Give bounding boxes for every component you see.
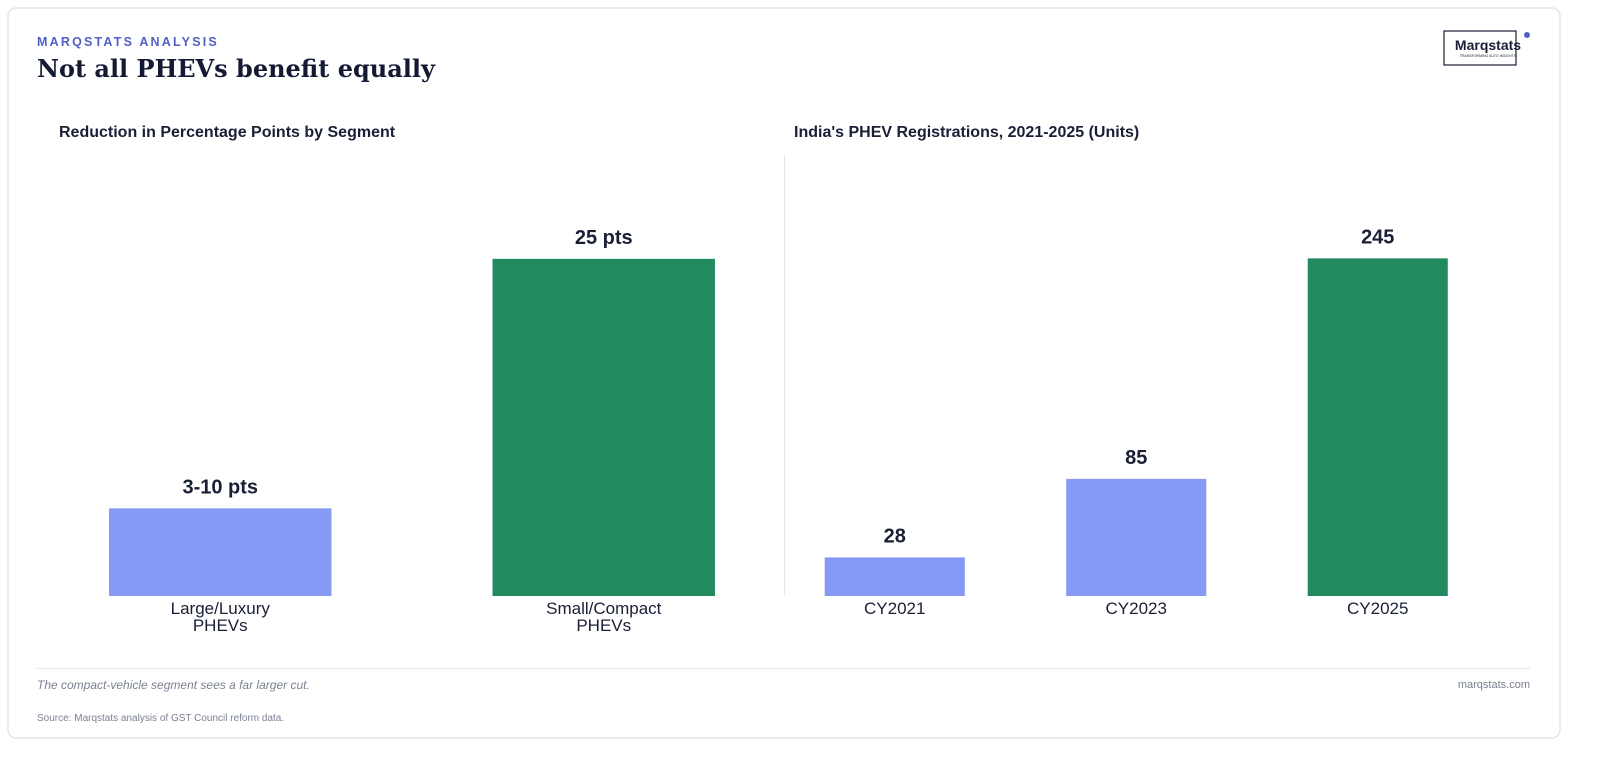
logo-dot (1524, 32, 1530, 38)
panel-title: India's PHEV Registrations, 2021-2025 (U… (794, 124, 1139, 141)
bar (1066, 478, 1207, 596)
value-label: 245 (1361, 226, 1394, 248)
bar (824, 557, 965, 596)
value-label: 28 (884, 525, 906, 547)
bar (109, 508, 332, 596)
value-label: 3-10 pts (182, 476, 258, 498)
x-tick-label: Small/Compact PHEVs (546, 599, 662, 635)
footer-site: marqstats.com (1458, 679, 1530, 691)
logo-box (1443, 30, 1517, 66)
footer-note: The compact-vehicle segment sees a far l… (37, 678, 310, 692)
bar (492, 258, 715, 596)
value-label: 85 (1125, 447, 1147, 469)
panel-title: Reduction in Percentage Points by Segmen… (59, 124, 396, 141)
x-tick-label: Large/Luxury PHEVs (170, 599, 270, 635)
footer-source: Source: Marqstats analysis of GST Counci… (37, 713, 284, 724)
page-title: Not all PHEVs benefit equally (37, 54, 436, 83)
value-label: 25 pts (575, 227, 633, 249)
bar (1307, 258, 1448, 596)
x-tick-label: CY2021 (864, 599, 926, 618)
kicker: MARQSTATS ANALYSIS (37, 35, 219, 49)
x-tick-label: CY2023 (1105, 599, 1167, 618)
logo-tagline: TRANSFORMING AUTO INSIGHTS (1460, 54, 1517, 58)
logo-name: Marqstats (1455, 37, 1521, 53)
x-tick-label: CY2025 (1347, 599, 1409, 618)
